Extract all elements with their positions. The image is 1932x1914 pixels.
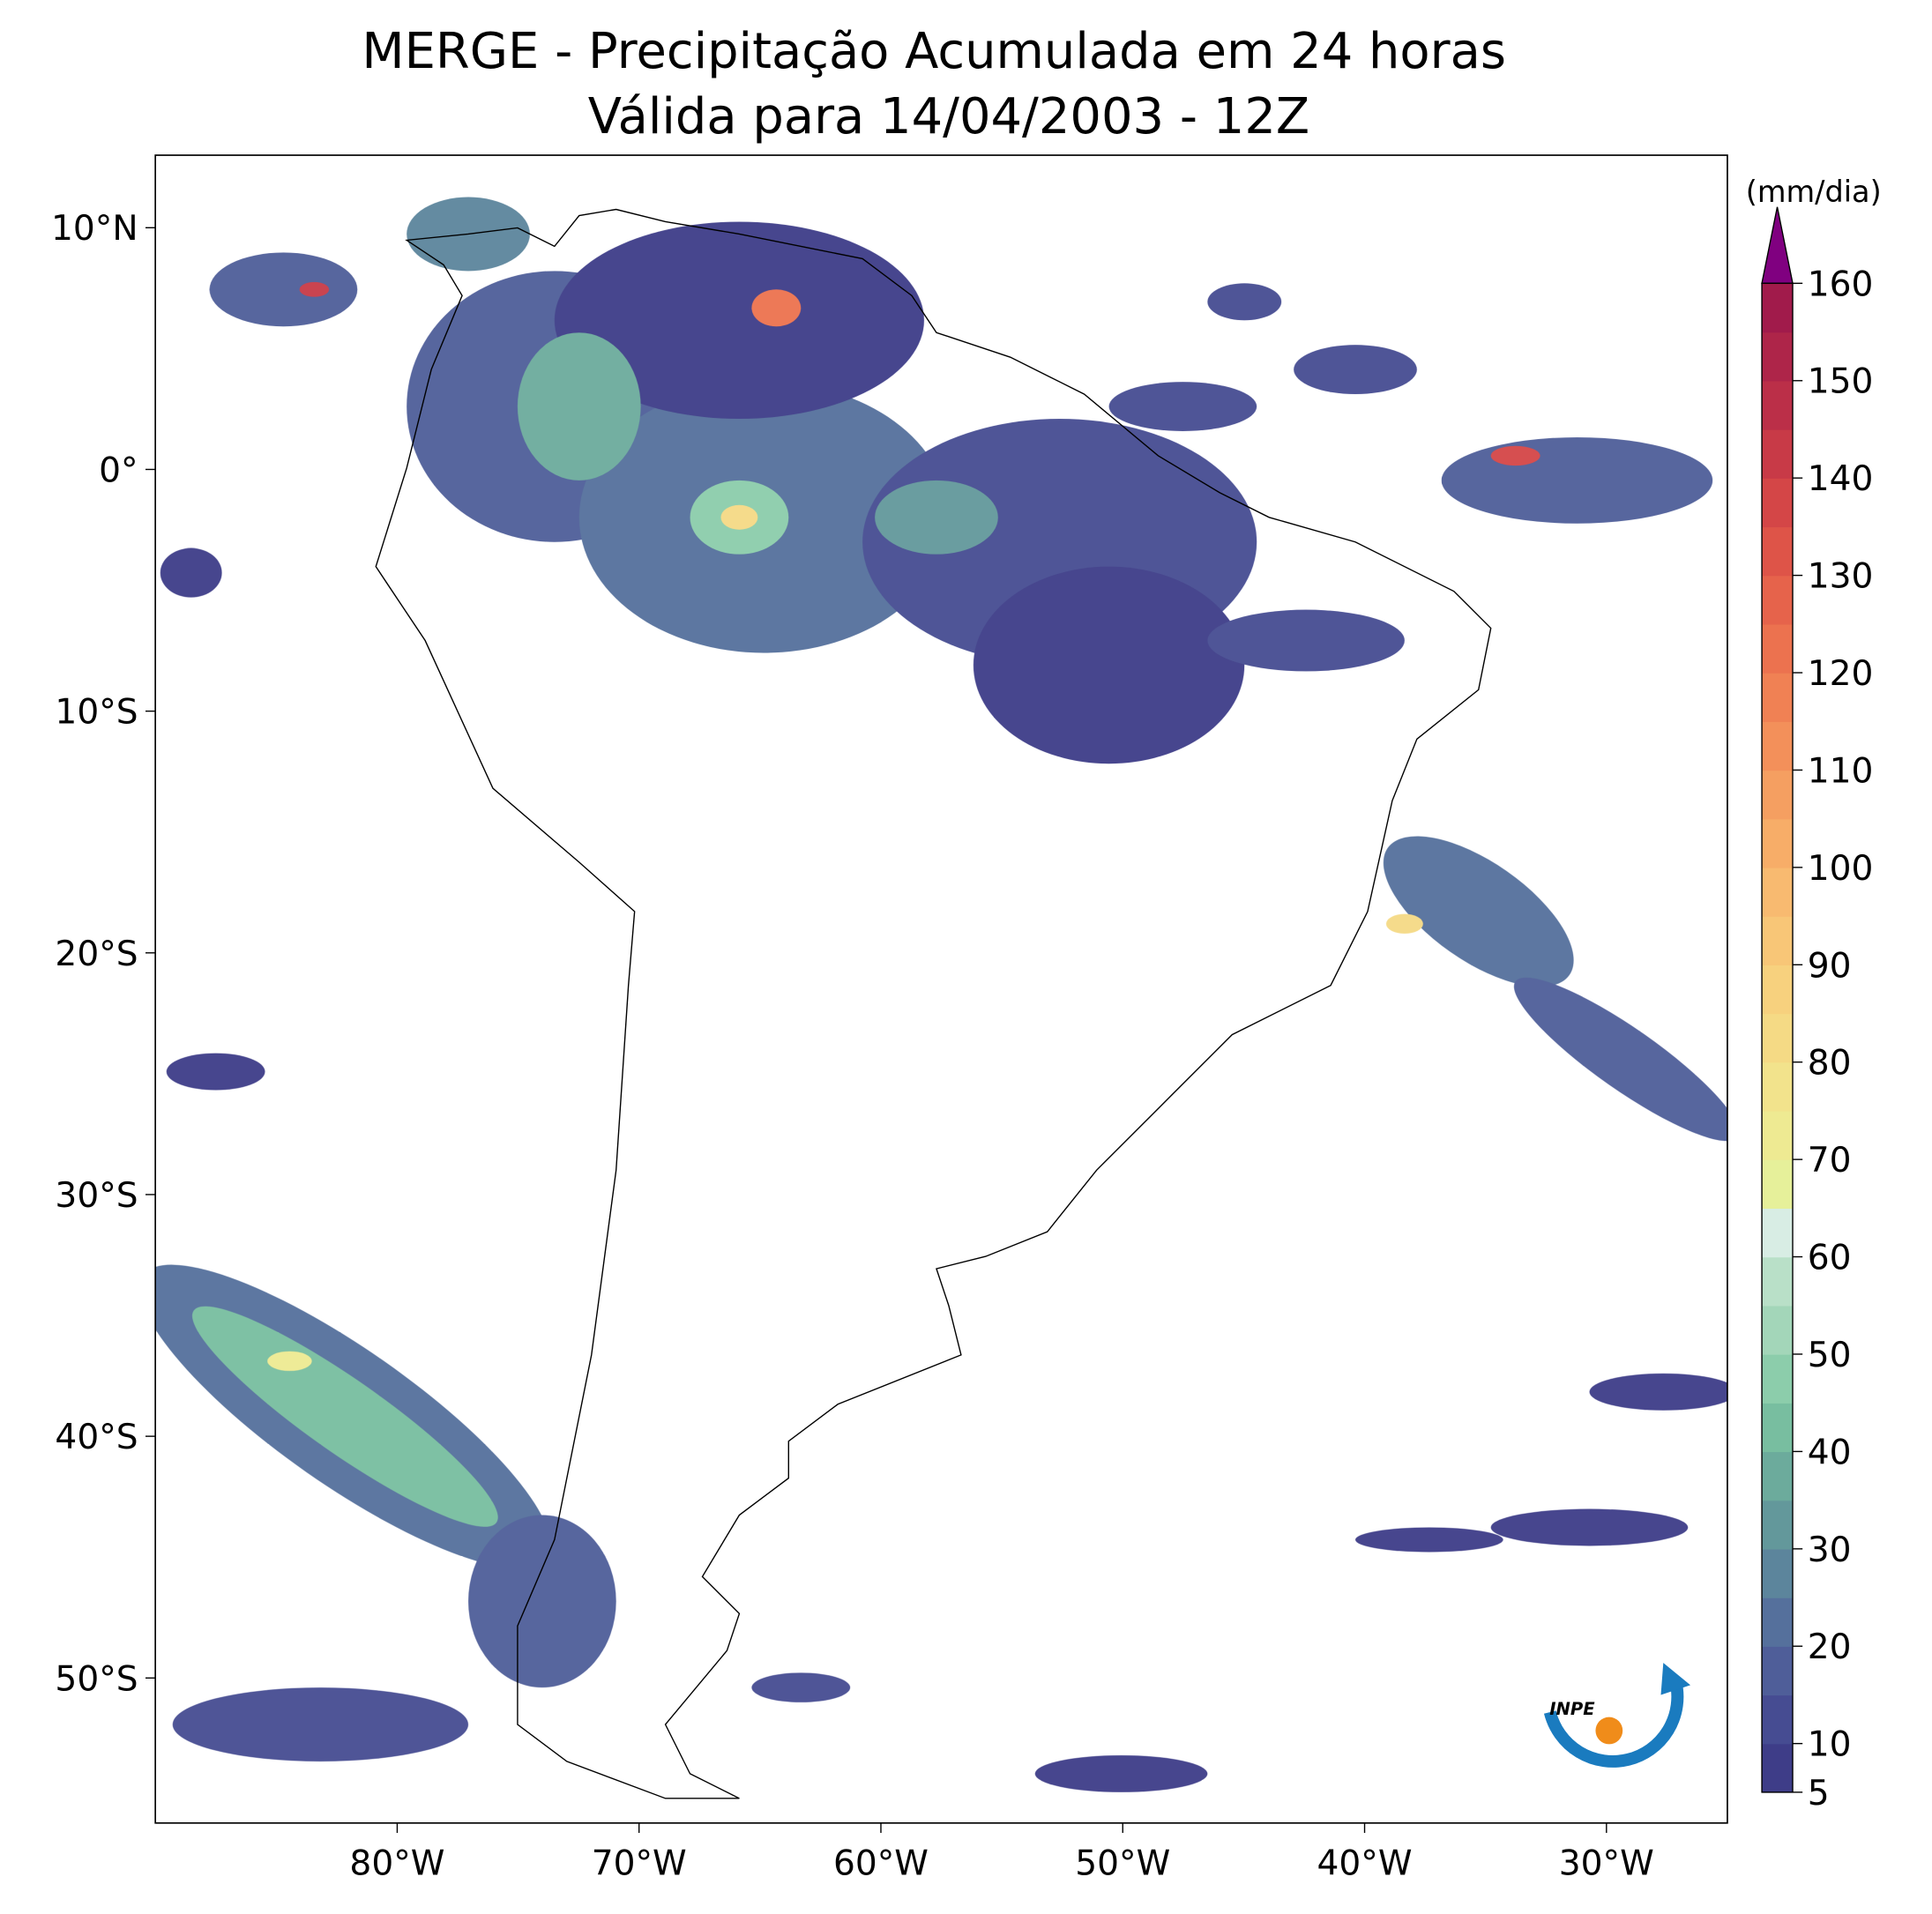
x-tick-label: 40°W bbox=[1317, 1843, 1413, 1883]
colorbar-band bbox=[1762, 1548, 1793, 1598]
colorbar-tick-label: 100 bbox=[1808, 849, 1874, 889]
colorbar-band bbox=[1762, 1061, 1793, 1112]
colorbar-band bbox=[1762, 1110, 1793, 1160]
colorbar-band bbox=[1762, 916, 1793, 965]
colorbar-band bbox=[1762, 964, 1793, 1015]
y-tick-label: 40°S bbox=[55, 1418, 138, 1457]
colorbar-band bbox=[1762, 331, 1793, 382]
colorbar-band bbox=[1762, 478, 1793, 528]
colorbar-band bbox=[1762, 526, 1793, 577]
colorbar-frame bbox=[1761, 282, 1794, 1793]
colorbar-tick-label: 5 bbox=[1808, 1774, 1830, 1813]
x-tick-label: 60°W bbox=[833, 1843, 929, 1883]
colorbar-band bbox=[1762, 1646, 1793, 1696]
colorbar-band bbox=[1762, 770, 1793, 820]
colorbar-band bbox=[1762, 575, 1793, 625]
colorbar-band bbox=[1762, 1694, 1793, 1745]
colorbar-tick-label: 140 bbox=[1808, 459, 1874, 499]
y-tick-label: 20°S bbox=[55, 935, 138, 974]
colorbar-band bbox=[1762, 1208, 1793, 1258]
colorbar-band bbox=[1762, 1013, 1793, 1063]
colorbar-band bbox=[1762, 1743, 1793, 1793]
x-tick-label: 30°W bbox=[1559, 1843, 1654, 1883]
colorbar-tick-label: 70 bbox=[1808, 1141, 1852, 1180]
subtitle: Válida para 14/04/2003 - 12Z bbox=[588, 88, 1309, 145]
colorbar-tick-label: 80 bbox=[1808, 1044, 1852, 1084]
colorbar-band bbox=[1762, 428, 1793, 479]
colorbar-band bbox=[1762, 623, 1793, 674]
y-tick-label: 10°S bbox=[55, 693, 138, 733]
coastline bbox=[375, 208, 1492, 1799]
y-tick-label: 30°S bbox=[55, 1176, 138, 1216]
inpe-logo: INPE bbox=[1543, 1663, 1691, 1768]
colorbar-band bbox=[1762, 1597, 1793, 1647]
colorbar-tick-label: 20 bbox=[1808, 1627, 1852, 1667]
colorbar-band bbox=[1762, 1403, 1793, 1453]
colorbar-tick-label: 160 bbox=[1808, 264, 1874, 304]
colorbar-tick-label: 60 bbox=[1808, 1239, 1852, 1278]
colorbar-tick-label: 40 bbox=[1808, 1433, 1852, 1472]
colorbar-tick-label: 150 bbox=[1808, 362, 1874, 402]
colorbar-band bbox=[1762, 1159, 1793, 1210]
colorbar-band bbox=[1762, 1305, 1793, 1355]
colorbar-band bbox=[1762, 673, 1793, 722]
colorbar-band bbox=[1762, 818, 1793, 868]
y-tick-label: 10°N bbox=[51, 209, 138, 249]
colorbar-tick-label: 110 bbox=[1808, 751, 1874, 791]
colorbar-band bbox=[1762, 1256, 1793, 1307]
colorbar-band bbox=[1762, 283, 1793, 333]
precipitation-field bbox=[155, 197, 1727, 1792]
colorbar-tick-label: 50 bbox=[1808, 1336, 1852, 1375]
x-tick-label: 50°W bbox=[1075, 1843, 1170, 1883]
colorbar-band bbox=[1762, 867, 1793, 917]
colorbar-band bbox=[1762, 721, 1793, 771]
y-tick-label: 50°S bbox=[55, 1659, 138, 1699]
colorbar-tick-label: 120 bbox=[1808, 654, 1874, 694]
colorbar-tick-label: 30 bbox=[1808, 1530, 1852, 1570]
colorbar-band bbox=[1762, 380, 1793, 430]
y-tick-label: 0° bbox=[99, 451, 138, 490]
colorbar-band bbox=[1762, 1500, 1793, 1550]
x-tick-label: 70°W bbox=[592, 1843, 687, 1883]
colorbar-band bbox=[1762, 1353, 1793, 1404]
colorbar-unit: (mm/dia) bbox=[1746, 175, 1882, 209]
colorbar-tick-label: 130 bbox=[1808, 557, 1874, 597]
logo-text: INPE bbox=[1549, 1699, 1595, 1719]
colorbar-band bbox=[1762, 1451, 1793, 1501]
map-frame bbox=[154, 154, 1728, 1824]
colorbar-tick-label: 90 bbox=[1808, 946, 1852, 986]
colorbar-tick-label: 10 bbox=[1808, 1725, 1852, 1765]
x-tick-label: 80°W bbox=[349, 1843, 444, 1883]
title: MERGE - Precipitação Acumulada em 24 hor… bbox=[362, 23, 1506, 80]
